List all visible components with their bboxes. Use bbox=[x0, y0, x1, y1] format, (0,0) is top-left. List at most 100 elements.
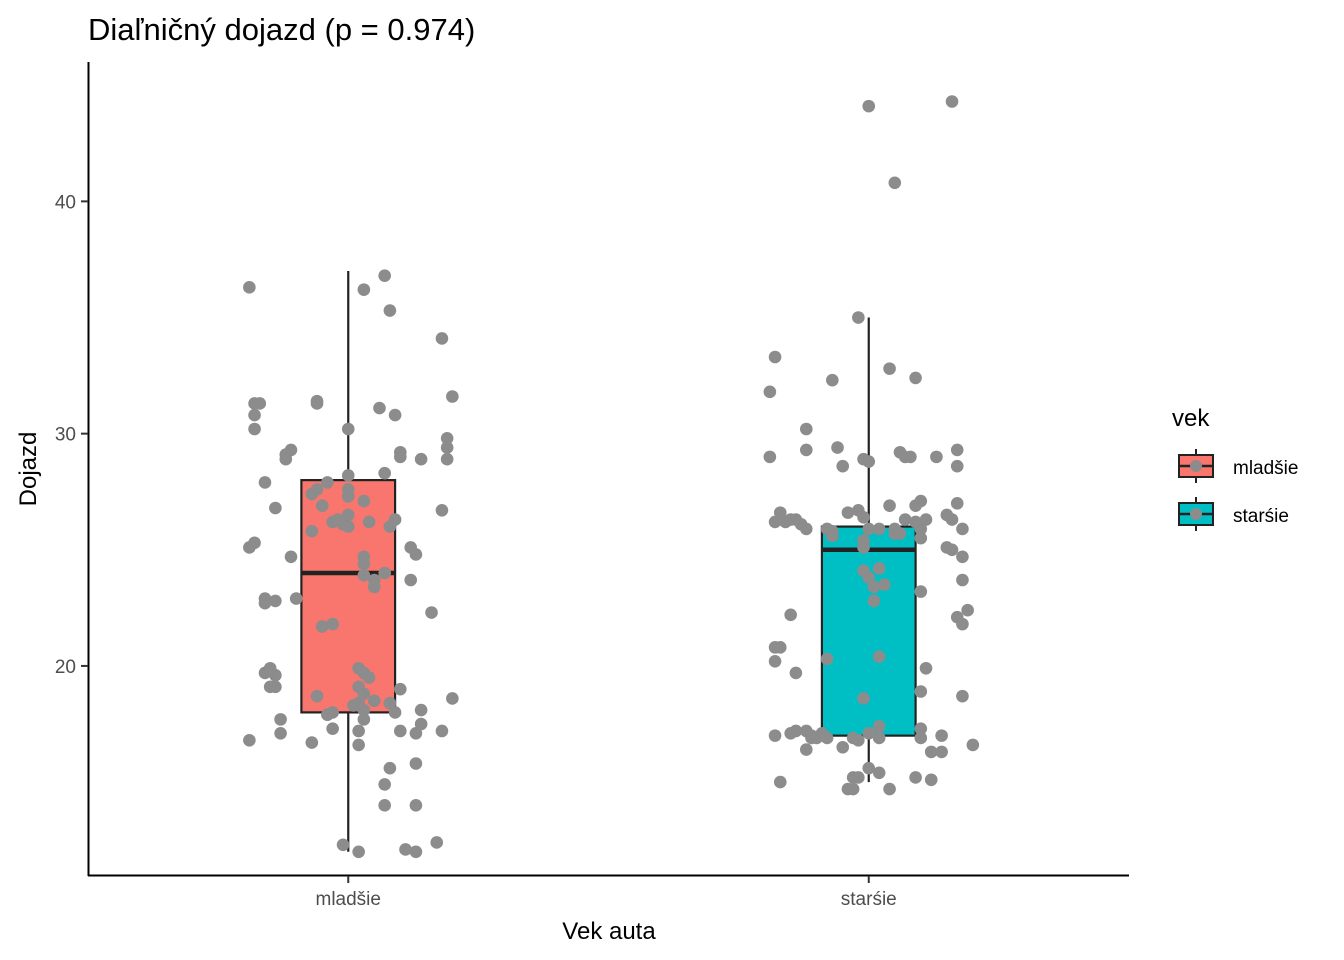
data-point bbox=[872, 766, 886, 780]
legend-key-point bbox=[1190, 508, 1202, 520]
data-point bbox=[836, 459, 850, 473]
data-point bbox=[336, 838, 350, 852]
data-point bbox=[357, 703, 371, 717]
data-point bbox=[404, 573, 418, 587]
data-point bbox=[773, 506, 787, 519]
axis-ticks: 20 30 40 mladšie starśie bbox=[55, 192, 897, 910]
data-point bbox=[326, 617, 339, 631]
data-point bbox=[773, 641, 787, 654]
data-point bbox=[352, 738, 365, 752]
data-point bbox=[883, 782, 896, 796]
data-point bbox=[789, 724, 803, 738]
data-point bbox=[852, 733, 865, 747]
data-point bbox=[950, 443, 964, 457]
data-point bbox=[394, 724, 407, 738]
data-point bbox=[357, 283, 371, 296]
data-point bbox=[841, 506, 855, 519]
y-tick-label: 20 bbox=[55, 657, 76, 678]
data-point bbox=[321, 476, 334, 489]
data-point bbox=[394, 682, 407, 696]
data-point bbox=[274, 713, 287, 726]
data-point bbox=[409, 727, 423, 740]
data-point bbox=[805, 729, 818, 742]
data-point bbox=[243, 281, 256, 294]
data-point bbox=[956, 573, 969, 587]
data-point bbox=[248, 408, 261, 422]
data-point bbox=[435, 332, 449, 345]
data-point bbox=[394, 450, 407, 464]
data-point bbox=[357, 494, 371, 508]
data-point bbox=[893, 527, 907, 540]
data-point bbox=[799, 443, 813, 457]
data-point bbox=[872, 650, 886, 663]
data-point bbox=[872, 731, 886, 745]
data-point bbox=[357, 569, 371, 582]
data-point bbox=[378, 269, 391, 283]
chart-title: Diaľničný dojazd (p = 0.974) bbox=[88, 12, 475, 47]
data-point bbox=[341, 508, 355, 522]
legend-title: vek bbox=[1172, 405, 1210, 432]
data-point bbox=[799, 522, 813, 536]
data-point bbox=[378, 466, 391, 480]
data-point bbox=[914, 494, 928, 508]
data-point bbox=[409, 799, 423, 812]
data-point bbox=[383, 696, 397, 710]
data-point bbox=[768, 729, 782, 742]
legend-key-point bbox=[1190, 460, 1202, 472]
data-point bbox=[326, 706, 339, 719]
legend-keys bbox=[1178, 449, 1214, 531]
data-point bbox=[378, 566, 391, 580]
data-point bbox=[409, 845, 423, 859]
data-point bbox=[924, 745, 938, 759]
data-point bbox=[914, 731, 928, 745]
data-point bbox=[253, 397, 267, 410]
data-point bbox=[919, 661, 933, 675]
data-point bbox=[909, 371, 922, 385]
data-point bbox=[248, 422, 261, 436]
data-point bbox=[243, 541, 256, 554]
data-point bbox=[347, 699, 360, 712]
data-point bbox=[888, 176, 902, 190]
y-tick-label: 40 bbox=[55, 192, 76, 213]
data-point bbox=[378, 799, 391, 812]
data-point bbox=[898, 513, 912, 526]
data-point bbox=[357, 557, 371, 571]
plot-area bbox=[243, 95, 980, 859]
data-point bbox=[362, 515, 376, 529]
data-point bbox=[914, 522, 928, 536]
box-1 bbox=[820, 525, 917, 737]
data-point bbox=[930, 450, 943, 464]
data-point bbox=[414, 703, 428, 717]
data-point bbox=[914, 685, 928, 698]
data-point bbox=[940, 508, 954, 522]
data-point bbox=[950, 497, 964, 510]
data-point bbox=[883, 362, 896, 375]
data-point bbox=[862, 455, 876, 468]
data-point bbox=[852, 311, 865, 324]
data-point bbox=[857, 692, 870, 705]
data-point bbox=[862, 99, 876, 113]
data-point bbox=[961, 603, 974, 617]
data-point bbox=[878, 578, 891, 591]
data-point bbox=[768, 654, 782, 668]
data-point bbox=[357, 713, 371, 726]
data-point bbox=[383, 761, 397, 775]
data-point bbox=[409, 757, 423, 770]
data-point bbox=[310, 483, 324, 496]
data-point bbox=[305, 524, 319, 538]
data-point bbox=[373, 401, 386, 415]
data-point bbox=[846, 782, 860, 796]
data-point bbox=[243, 733, 256, 747]
data-point bbox=[269, 668, 282, 682]
data-point bbox=[836, 740, 850, 754]
data-point bbox=[945, 543, 959, 557]
data-point bbox=[763, 385, 777, 399]
data-point bbox=[440, 452, 454, 466]
data-point bbox=[310, 397, 324, 410]
data-point bbox=[799, 422, 813, 436]
legend-label-starsie: starśie bbox=[1233, 506, 1289, 527]
data-point bbox=[258, 476, 272, 489]
data-point bbox=[872, 720, 886, 733]
data-point bbox=[914, 585, 928, 598]
data-point bbox=[258, 666, 272, 680]
